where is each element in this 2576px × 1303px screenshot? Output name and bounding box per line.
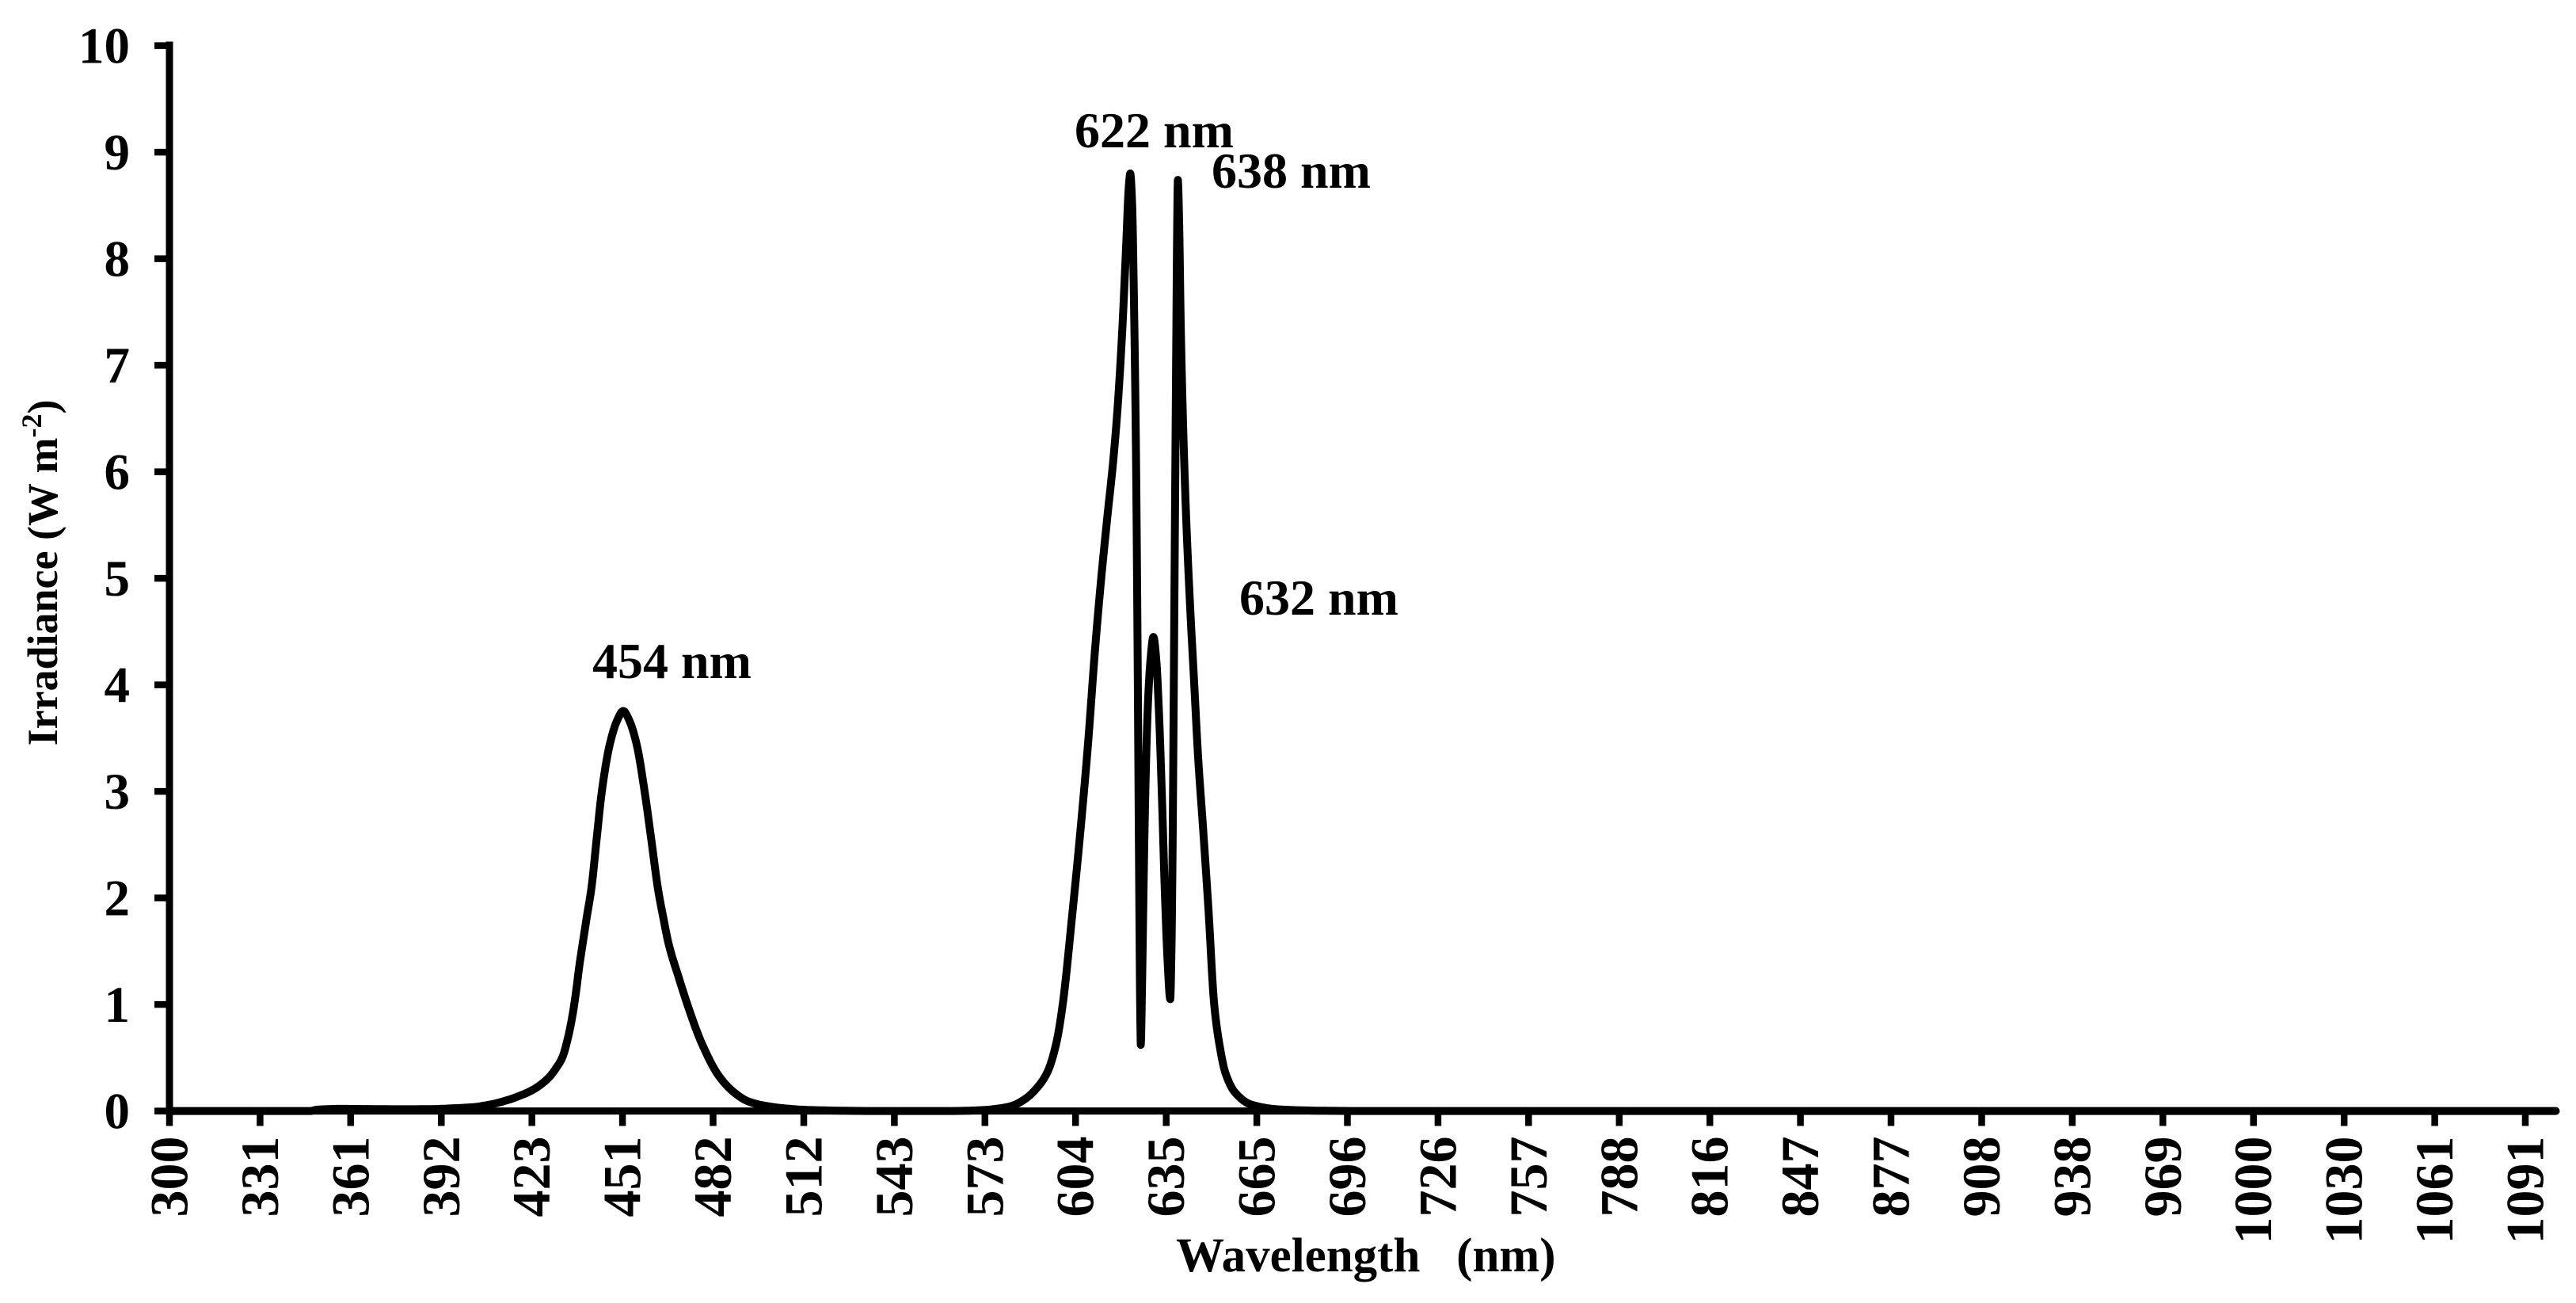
svg-text:788: 788 xyxy=(1589,1137,1649,1217)
svg-text:7: 7 xyxy=(105,337,131,394)
svg-text:1091: 1091 xyxy=(2495,1137,2555,1244)
svg-text:6: 6 xyxy=(105,444,131,501)
svg-text:665: 665 xyxy=(1227,1137,1287,1217)
svg-text:482: 482 xyxy=(683,1137,743,1217)
svg-text:1061: 1061 xyxy=(2404,1137,2464,1244)
svg-text:622 nm: 622 nm xyxy=(1075,102,1234,158)
svg-text:451: 451 xyxy=(592,1137,653,1217)
svg-text:604: 604 xyxy=(1045,1137,1105,1217)
svg-text:1000: 1000 xyxy=(2223,1137,2283,1244)
svg-text:638 nm: 638 nm xyxy=(1212,143,1371,199)
svg-text:847: 847 xyxy=(1770,1137,1830,1217)
svg-text:969: 969 xyxy=(2133,1137,2193,1217)
svg-text:938: 938 xyxy=(2041,1137,2102,1217)
svg-text:696: 696 xyxy=(1317,1137,1377,1217)
svg-text:877: 877 xyxy=(1861,1137,1921,1217)
svg-text:454 nm: 454 nm xyxy=(592,633,751,689)
svg-text:1030: 1030 xyxy=(2314,1137,2374,1244)
svg-text:331: 331 xyxy=(230,1137,290,1217)
svg-text:9: 9 xyxy=(105,124,131,181)
svg-text:300: 300 xyxy=(139,1137,200,1217)
svg-text:4: 4 xyxy=(105,657,131,714)
svg-text:1: 1 xyxy=(105,977,131,1034)
svg-text:635: 635 xyxy=(1136,1137,1196,1217)
svg-text:Wavelength (nm): Wavelength (nm) xyxy=(1176,1229,1556,1282)
svg-text:573: 573 xyxy=(954,1137,1014,1217)
svg-text:726: 726 xyxy=(1407,1137,1467,1217)
svg-text:908: 908 xyxy=(1951,1137,2011,1217)
svg-text:423: 423 xyxy=(501,1137,561,1217)
svg-text:392: 392 xyxy=(411,1137,471,1217)
svg-text:2: 2 xyxy=(105,871,131,928)
svg-text:0: 0 xyxy=(105,1084,131,1141)
svg-text:512: 512 xyxy=(774,1137,834,1217)
svg-text:Irradiance (W m-2): Irradiance (W m-2) xyxy=(16,400,67,746)
svg-text:632 nm: 632 nm xyxy=(1239,570,1398,626)
svg-text:816: 816 xyxy=(1680,1137,1740,1217)
svg-text:543: 543 xyxy=(864,1137,924,1217)
svg-text:3: 3 xyxy=(105,764,131,821)
svg-text:8: 8 xyxy=(105,231,131,288)
svg-text:10: 10 xyxy=(78,18,130,75)
svg-text:361: 361 xyxy=(320,1137,380,1217)
svg-text:5: 5 xyxy=(105,551,131,608)
svg-text:757: 757 xyxy=(1498,1137,1558,1217)
